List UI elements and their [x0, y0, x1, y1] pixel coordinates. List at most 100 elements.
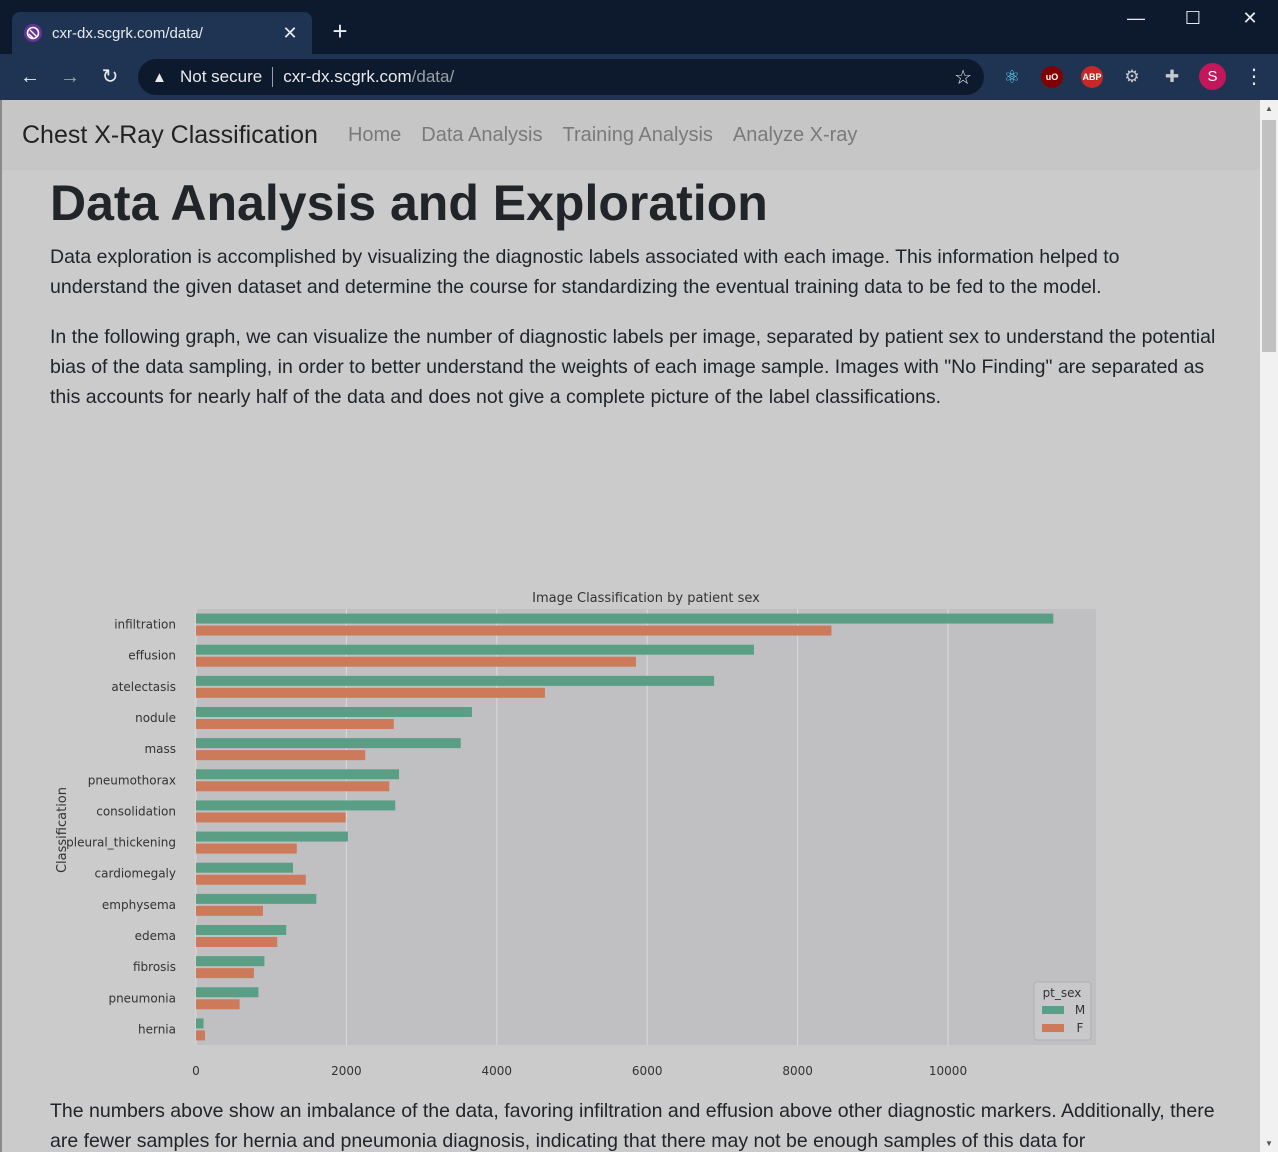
- legend-swatch-m: [1042, 1006, 1064, 1014]
- back-icon[interactable]: ←: [20, 66, 40, 88]
- bar-m-infiltration: [196, 613, 1054, 624]
- site-brand[interactable]: Chest X-Ray Classification: [22, 120, 318, 149]
- legend-label: M: [1075, 1003, 1085, 1017]
- bar-f-consolidation: [196, 812, 346, 823]
- x-tick-label: 6000: [632, 1064, 663, 1078]
- browser-chrome: cxr-dx.scgrk.com/data/ ✕ + — ☐ ✕ ← → ↻ ▲…: [0, 0, 1278, 100]
- scroll-thumb[interactable]: [1262, 120, 1276, 352]
- tab-strip: cxr-dx.scgrk.com/data/ ✕ + — ☐ ✕: [0, 0, 1278, 54]
- bar-m-mass: [196, 738, 461, 749]
- main-content: Data Analysis and Exploration Data explo…: [50, 172, 1220, 412]
- category-label: emphysema: [102, 898, 176, 912]
- classification-chart: 0 2000 4000 6000 8000 10000 Image Classificati…: [55, 591, 1104, 1152]
- chart-title: Image Classification by patient sex: [532, 591, 760, 606]
- settings-extension-icon[interactable]: ⚙: [1121, 66, 1143, 88]
- bar-m-fibrosis: [196, 956, 265, 967]
- react-devtools-icon[interactable]: ⚛: [1001, 66, 1023, 88]
- tab-title: cxr-dx.scgrk.com/data/: [52, 24, 203, 42]
- category-label: pneumonia: [108, 991, 176, 1005]
- y-axis-label: Classification: [55, 787, 70, 873]
- category-label: pneumothorax: [88, 773, 176, 787]
- bar-f-mass: [196, 750, 366, 761]
- category-label: cardiomegaly: [95, 867, 176, 881]
- category-label: infiltration: [114, 618, 176, 632]
- bar-m-pleural_thickening: [196, 831, 348, 842]
- bar-f-fibrosis: [196, 968, 254, 979]
- bar-m-emphysema: [196, 893, 317, 904]
- reload-icon[interactable]: ↻: [101, 66, 119, 88]
- x-tick-label: 10000: [929, 1064, 967, 1078]
- browser-toolbar: ← → ↻ ▲ Not secure cxr-dx.scgrk.com/data…: [0, 54, 1278, 100]
- bar-m-atelectasis: [196, 675, 715, 686]
- bar-f-pleural_thickening: [196, 843, 297, 854]
- warning-icon: ▲: [152, 68, 167, 86]
- legend-label: F: [1077, 1021, 1084, 1035]
- site-navbar: Chest X-Ray Classification Home Data Ana…: [2, 100, 1260, 170]
- main-plot-area: [196, 609, 1096, 1045]
- bar-m-nodule: [196, 707, 472, 717]
- category-label: effusion: [128, 649, 176, 663]
- bar-f-infiltration: [196, 625, 832, 636]
- category-label: edema: [135, 929, 176, 943]
- imbalance-paragraph: The numbers above show an imbalance of t…: [50, 1100, 1215, 1152]
- category-label: hernia: [138, 1022, 176, 1036]
- x-tick-label: 0: [192, 1064, 200, 1078]
- x-tick-label: 2000: [331, 1064, 362, 1078]
- nav-link-training-analysis[interactable]: Training Analysis: [562, 123, 713, 146]
- bar-m-consolidation: [196, 800, 396, 811]
- maximize-icon[interactable]: ☐: [1184, 8, 1202, 28]
- forward-icon[interactable]: →: [60, 66, 80, 88]
- category-label: nodule: [135, 711, 176, 725]
- bar-f-pneumonia: [196, 999, 240, 1010]
- new-tab-icon[interactable]: +: [332, 16, 348, 46]
- browser-tab[interactable]: cxr-dx.scgrk.com/data/ ✕: [12, 12, 312, 54]
- graph-description-paragraph: In the following graph, we can visualize…: [50, 326, 1216, 408]
- bar-f-effusion: [196, 656, 636, 667]
- browser-menu-icon[interactable]: ⋮: [1244, 66, 1264, 88]
- bar-m-hernia: [196, 1018, 204, 1029]
- x-tick-label: 8000: [782, 1064, 813, 1078]
- category-label: atelectasis: [111, 680, 176, 694]
- bar-f-emphysema: [196, 905, 263, 916]
- bar-f-pneumothorax: [196, 781, 390, 792]
- close-tab-icon[interactable]: ✕: [282, 22, 298, 43]
- bar-m-pneumonia: [196, 987, 259, 998]
- nav-link-analyze-xray[interactable]: Analyze X-ray: [732, 123, 858, 146]
- category-label: mass: [144, 742, 176, 756]
- page-scrollbar[interactable]: ▲ ▼: [1260, 100, 1278, 1152]
- scroll-up-icon[interactable]: ▲: [1265, 104, 1273, 113]
- bar-f-atelectasis: [196, 687, 545, 698]
- security-indicator[interactable]: Not secure: [180, 67, 263, 86]
- ublock-icon[interactable]: uO: [1041, 66, 1063, 88]
- scroll-down-icon[interactable]: ▼: [1265, 1139, 1273, 1148]
- x-tick-label: 4000: [482, 1064, 513, 1078]
- url-path: /data/: [411, 67, 455, 86]
- address-bar[interactable]: ▲ Not secure cxr-dx.scgrk.com/data/ ☆: [138, 59, 984, 95]
- bar-f-cardiomegaly: [196, 874, 306, 885]
- classification-figure: 0 2000 4000 6000 8000 10000 Image Classificati…: [50, 484, 1120, 1152]
- adblock-plus-icon[interactable]: ABP: [1081, 66, 1103, 88]
- bookmark-star-icon[interactable]: ☆: [954, 67, 972, 89]
- nav-link-data-analysis[interactable]: Data Analysis: [421, 123, 543, 146]
- intro-paragraph: Data exploration is accomplished by visu…: [50, 246, 1120, 298]
- page-viewport: Chest X-Ray Classification Home Data Ana…: [0, 100, 1260, 1152]
- bar-m-pneumothorax: [196, 769, 400, 780]
- category-label: consolidation: [96, 804, 176, 818]
- legend-title: pt_sex: [1043, 986, 1082, 1000]
- close-window-icon[interactable]: ✕: [1242, 8, 1258, 28]
- bar-m-effusion: [196, 644, 754, 655]
- bar-f-edema: [196, 937, 278, 947]
- profile-avatar[interactable]: S: [1199, 63, 1226, 90]
- omnibox-divider: [272, 67, 274, 87]
- bar-f-hernia: [196, 1030, 206, 1041]
- extensions-puzzle-icon[interactable]: ✚: [1161, 66, 1183, 88]
- bar-m-edema: [196, 925, 287, 935]
- minimize-icon[interactable]: —: [1127, 8, 1145, 28]
- nav-link-home[interactable]: Home: [347, 123, 402, 146]
- category-label: pleural_thickening: [66, 836, 176, 850]
- category-label: fibrosis: [133, 960, 176, 974]
- bar-f-nodule: [196, 719, 394, 729]
- url-host: cxr-dx.scgrk.com: [283, 67, 412, 86]
- gatsby-favicon-icon: [24, 24, 42, 42]
- legend-swatch-f: [1042, 1024, 1064, 1032]
